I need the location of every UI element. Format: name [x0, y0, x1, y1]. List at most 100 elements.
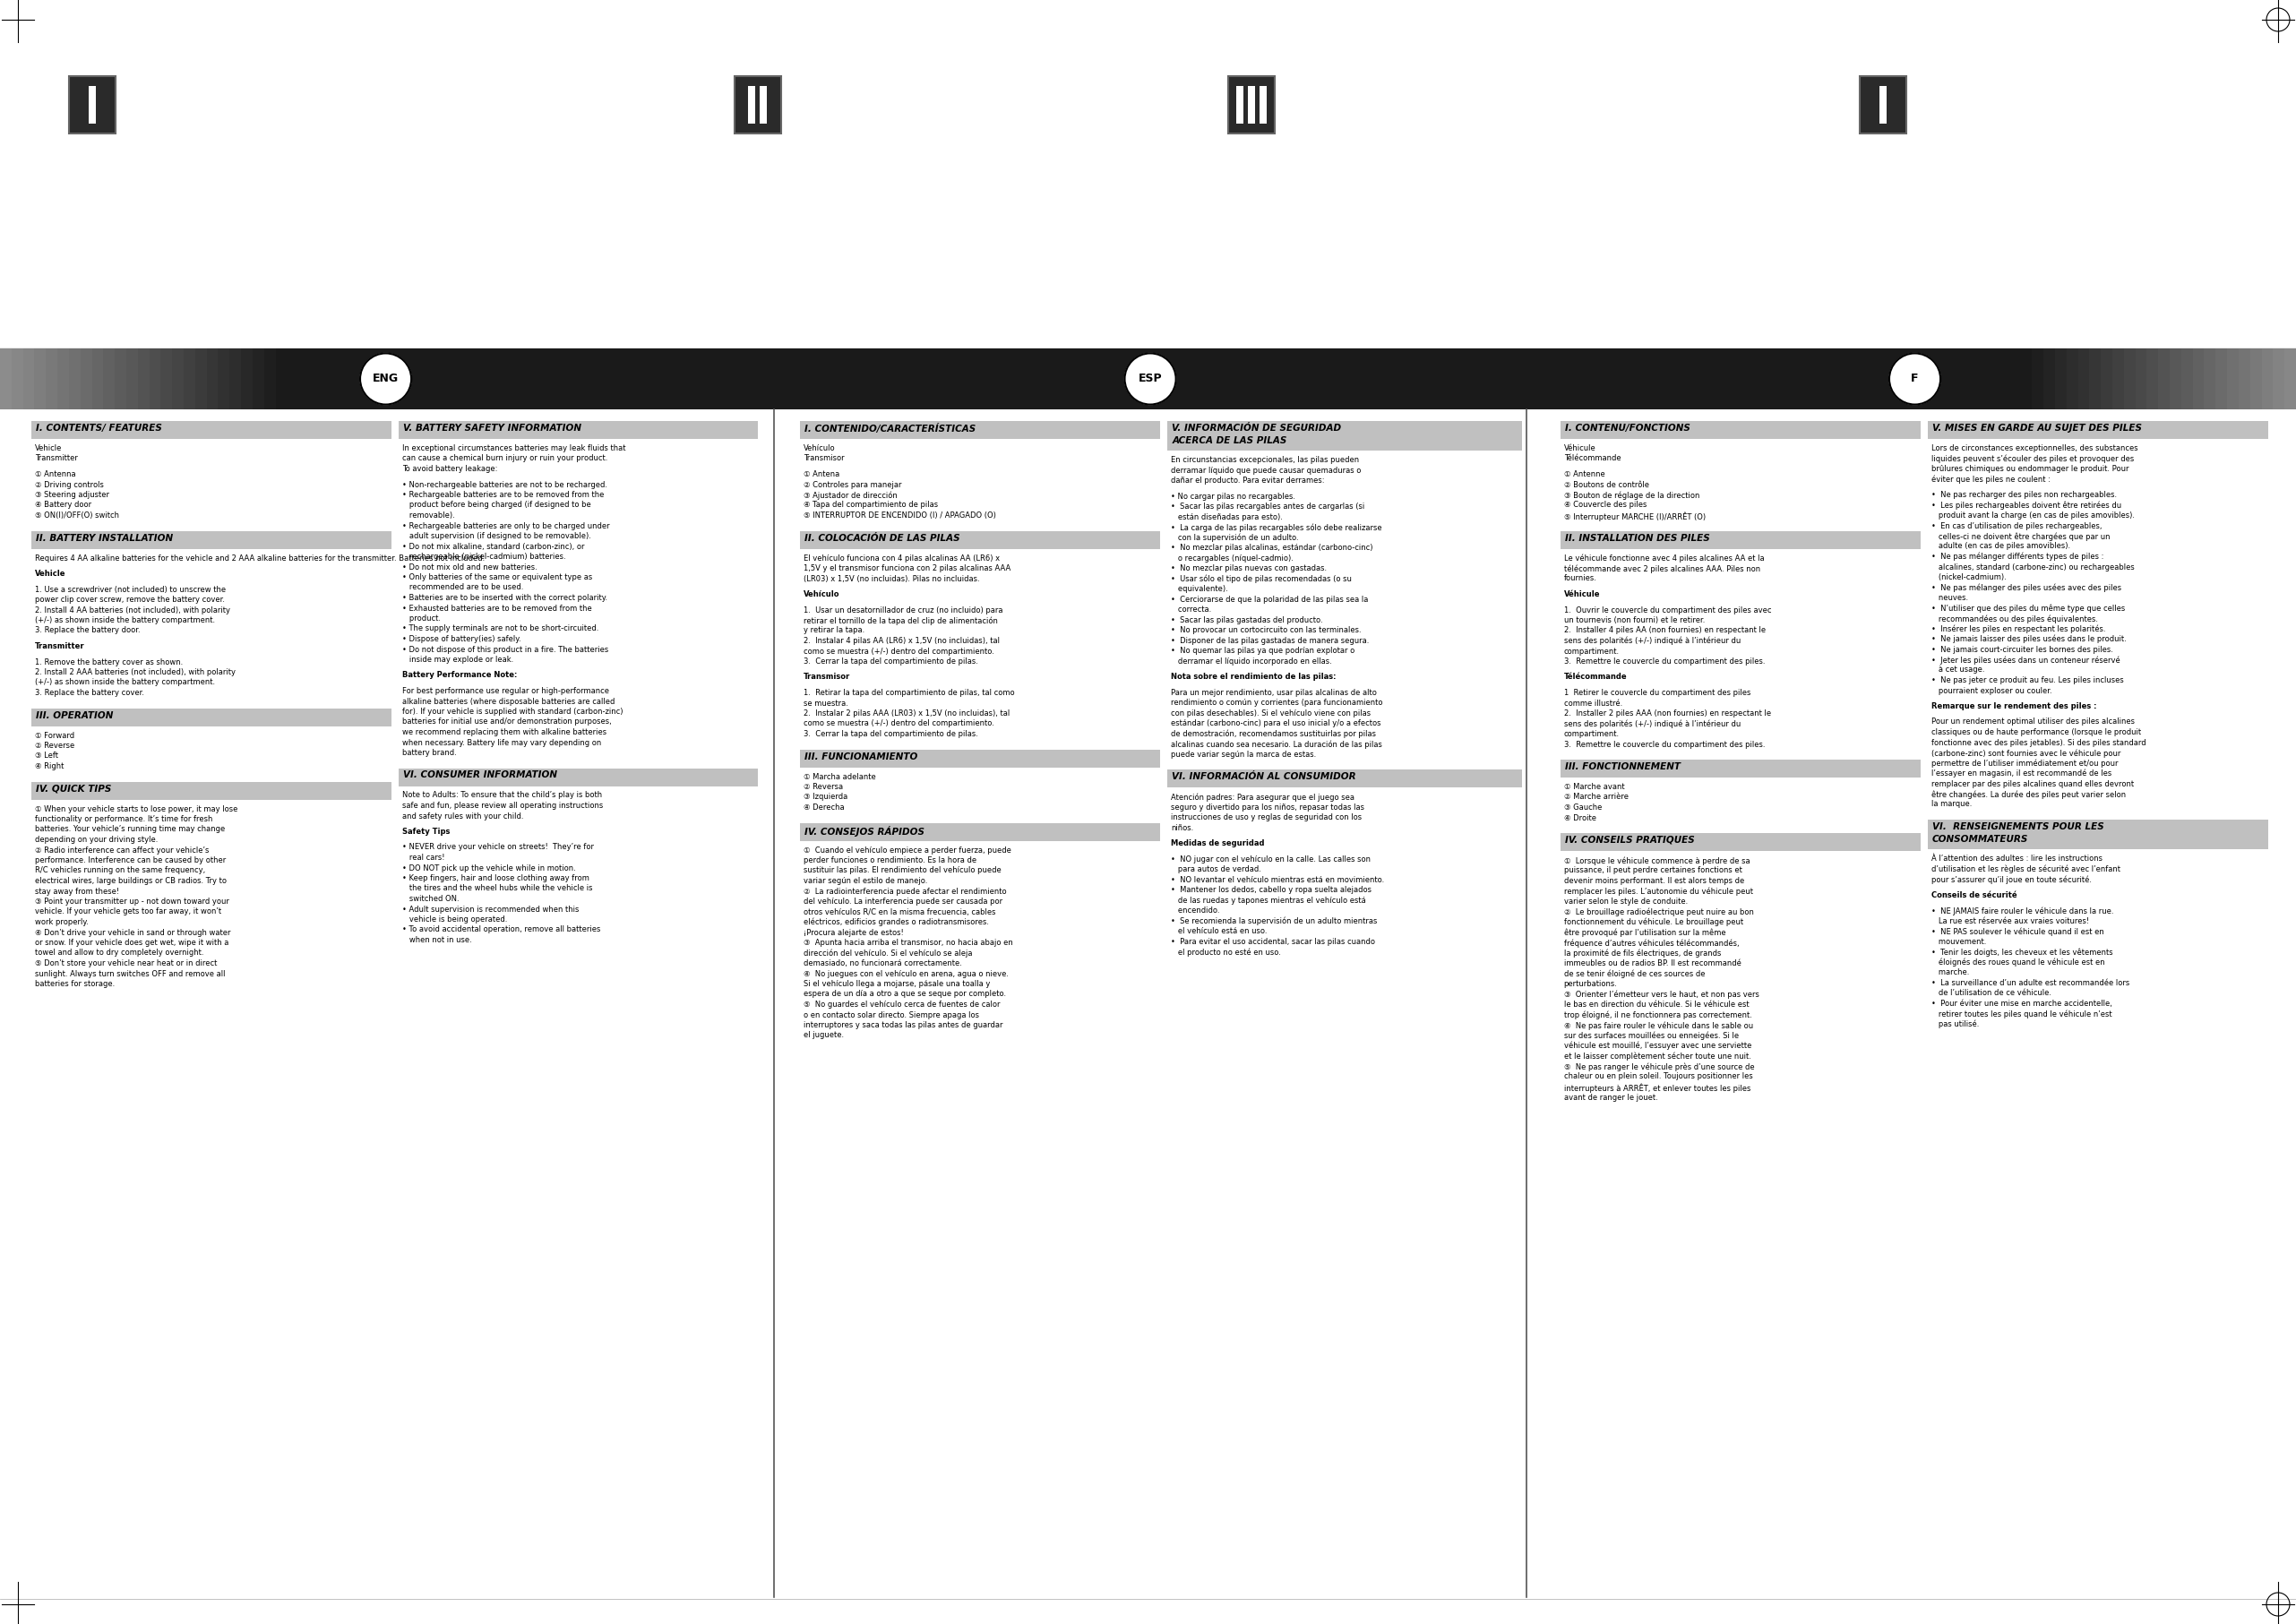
Bar — [528, 349, 540, 409]
Text: III. FUNCIONAMIENTO: III. FUNCIONAMIENTO — [806, 752, 918, 762]
Bar — [1235, 86, 1242, 123]
Bar — [379, 349, 390, 409]
Bar — [2262, 349, 2273, 409]
Text: fournies.: fournies. — [1564, 575, 1598, 583]
Text: inside may explode or leak.: inside may explode or leak. — [402, 656, 514, 664]
Text: •  Disponer de las pilas gastadas de manera segura.: • Disponer de las pilas gastadas de mane… — [1171, 637, 1368, 645]
Bar — [1929, 349, 1940, 409]
Text: ENG: ENG — [372, 374, 400, 385]
Bar — [2078, 349, 2089, 409]
Text: adult supervision (if designed to be removable).: adult supervision (if designed to be rem… — [402, 533, 590, 541]
Circle shape — [1125, 354, 1176, 404]
Text: 1. Use a screwdriver (not included) to unscrew the: 1. Use a screwdriver (not included) to u… — [34, 585, 225, 593]
Text: puede variar según la marca de estas.: puede variar según la marca de estas. — [1171, 750, 1316, 758]
Text: product before being charged (if designed to be: product before being charged (if designe… — [402, 502, 590, 510]
Text: Transmitter: Transmitter — [34, 641, 85, 650]
Text: de se tenir éloigné de ces sources de: de se tenir éloigné de ces sources de — [1564, 970, 1706, 978]
Text: comme illustré.: comme illustré. — [1564, 700, 1623, 706]
Text: removable).: removable). — [402, 512, 455, 520]
Text: ① Antena: ① Antena — [804, 471, 840, 479]
Bar — [1169, 770, 1522, 788]
Bar — [815, 349, 827, 409]
Text: estándar (carbono-cinc) para el uso inicial y/o a efectos: estándar (carbono-cinc) para el uso inic… — [1171, 719, 1382, 728]
Text: equivalente).: equivalente). — [1171, 585, 1228, 593]
Bar — [872, 349, 884, 409]
Text: 1.  Ouvrir le couvercle du compartiment des piles avec: 1. Ouvrir le couvercle du compartiment d… — [1564, 606, 1770, 614]
Bar — [1159, 349, 1171, 409]
Bar — [2227, 349, 2239, 409]
Text: Le véhicule fonctionne avec 4 piles alcalines AA et la: Le véhicule fonctionne avec 4 piles alca… — [1564, 554, 1763, 562]
Text: functionality or performance. It’s time for fresh: functionality or performance. It’s time … — [34, 815, 214, 823]
Bar — [87, 86, 96, 123]
Text: 3. Replace the battery cover.: 3. Replace the battery cover. — [34, 689, 145, 697]
Bar — [230, 349, 241, 409]
Bar — [1550, 349, 1561, 409]
Text: 2.  Installer 4 piles AA (non fournies) en respectant le: 2. Installer 4 piles AA (non fournies) e… — [1564, 627, 1766, 635]
Bar — [2250, 349, 2262, 409]
Bar — [32, 421, 390, 438]
Bar — [1297, 349, 1309, 409]
Bar — [677, 349, 689, 409]
Text: Transmisor: Transmisor — [804, 455, 845, 463]
Text: performance. Interference can be caused by other: performance. Interference can be caused … — [34, 856, 225, 864]
Text: ①  Lorsque le véhicule commence à perdre de sa: ① Lorsque le véhicule commence à perdre … — [1564, 856, 1750, 866]
Text: sens des polarités (+/-) indiqué à l’intérieur du: sens des polarités (+/-) indiqué à l’int… — [1564, 637, 1740, 645]
Bar — [631, 349, 643, 409]
Text: • Non-rechargeable batteries are not to be recharged.: • Non-rechargeable batteries are not to … — [402, 481, 606, 489]
Text: I. CONTENU/FONCTIONS: I. CONTENU/FONCTIONS — [1566, 424, 1690, 432]
Text: •  En cas d’utilisation de piles rechargeables,: • En cas d’utilisation de piles recharge… — [1931, 521, 2101, 529]
Bar — [1860, 349, 1871, 409]
Bar — [1137, 349, 1148, 409]
Text: ⑤ INTERRUPTOR DE ENCENDIDO (I) / APAGADO (O): ⑤ INTERRUPTOR DE ENCENDIDO (I) / APAGADO… — [804, 512, 996, 520]
Text: VI. INFORMACIÓN AL CONSUMIDOR: VI. INFORMACIÓN AL CONSUMIDOR — [1173, 773, 1357, 781]
Text: •  Usar sólo el tipo de pilas recomendadas (o su: • Usar sólo el tipo de pilas recomendada… — [1171, 575, 1352, 583]
Bar — [1343, 349, 1355, 409]
Bar — [723, 349, 735, 409]
Text: recommandées ou des piles équivalentes.: recommandées ou des piles équivalentes. — [1931, 614, 2099, 624]
Bar — [1217, 349, 1228, 409]
Text: Pour un rendement optimal utiliser des piles alcalines: Pour un rendement optimal utiliser des p… — [1931, 718, 2135, 726]
Bar — [1940, 349, 1952, 409]
Text: sens des polarités (+/-) indiqué à l’intérieur du: sens des polarités (+/-) indiqué à l’int… — [1564, 719, 1740, 728]
Text: compartiment.: compartiment. — [1564, 731, 1619, 737]
Bar — [1561, 531, 1919, 549]
Bar — [207, 349, 218, 409]
Bar — [425, 349, 436, 409]
Text: celles-ci ne doivent être chargées que par un: celles-ci ne doivent être chargées que p… — [1931, 533, 2110, 541]
Bar — [1756, 349, 1768, 409]
Text: •  Se recomienda la supervisión de un adulto mientras: • Se recomienda la supervisión de un adu… — [1171, 918, 1378, 926]
Bar — [976, 349, 987, 409]
Bar — [1561, 760, 1919, 778]
Text: seguro y divertido para los niños, repasar todas las: seguro y divertido para los niños, repas… — [1171, 804, 1364, 812]
Bar — [1504, 349, 1515, 409]
Bar — [735, 349, 746, 409]
Text: produit avant la charge (en cas de piles amovibles).: produit avant la charge (en cas de piles… — [1931, 512, 2135, 520]
Text: • To avoid accidental operation, remove all batteries: • To avoid accidental operation, remove … — [402, 926, 599, 934]
Text: Si el vehículo llega a mojarse, pásale una toalla y: Si el vehículo llega a mojarse, pásale u… — [804, 979, 990, 987]
Text: encendido.: encendido. — [1171, 906, 1219, 914]
Text: el producto no esté en uso.: el producto no esté en uso. — [1171, 948, 1281, 957]
Text: ④  No juegues con el vehículo en arena, agua o nieve.: ④ No juegues con el vehículo en arena, a… — [804, 970, 1008, 978]
Bar — [1320, 349, 1332, 409]
Text: Conseils de sécurité: Conseils de sécurité — [1931, 892, 2016, 900]
Text: remplacer les piles. L’autonomie du véhicule peut: remplacer les piles. L’autonomie du véhi… — [1564, 887, 1752, 896]
Text: avant de ranger le jouet.: avant de ranger le jouet. — [1564, 1093, 1658, 1101]
Text: pas utilisé.: pas utilisé. — [1931, 1020, 1979, 1028]
Bar — [57, 349, 69, 409]
Text: Note to Adults: To ensure that the child’s play is both: Note to Adults: To ensure that the child… — [402, 791, 602, 799]
Text: depending on your driving style.: depending on your driving style. — [34, 836, 158, 844]
Text: ③ Bouton de réglage de la direction: ③ Bouton de réglage de la direction — [1564, 490, 1699, 500]
Text: ⑤ Interrupteur MARCHE (I)/ARRÊT (O): ⑤ Interrupteur MARCHE (I)/ARRÊT (O) — [1564, 512, 1706, 521]
Text: IV. CONSEJOS RÁPIDOS: IV. CONSEJOS RÁPIDOS — [806, 825, 925, 836]
Text: compartiment.: compartiment. — [1564, 648, 1619, 654]
Text: chaleur ou en plein soleil. Toujours positionner les: chaleur ou en plein soleil. Toujours pos… — [1564, 1073, 1752, 1080]
Bar — [1114, 349, 1125, 409]
Text: correcta.: correcta. — [1171, 606, 1212, 614]
Bar — [1538, 349, 1550, 409]
Bar — [540, 349, 551, 409]
Bar — [2032, 349, 2043, 409]
Bar — [2239, 349, 2250, 409]
Bar — [1825, 349, 1837, 409]
Bar — [620, 349, 631, 409]
Bar — [161, 349, 172, 409]
